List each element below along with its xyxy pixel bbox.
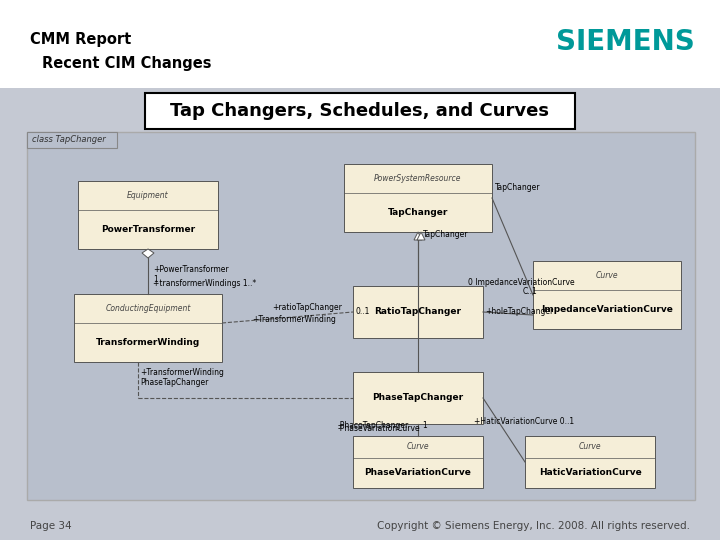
Text: Tap Changers, Schedules, and Curves: Tap Changers, Schedules, and Curves (171, 102, 549, 120)
Text: TapChanger: TapChanger (423, 230, 469, 239)
Text: 0 ImpedanceVariationCurve: 0 ImpedanceVariationCurve (468, 278, 575, 287)
Text: PhaseTapChanger: PhaseTapChanger (140, 378, 208, 387)
Text: +TransformerWinding: +TransformerWinding (140, 368, 224, 377)
Text: +ratioTapChanger: +ratioTapChanger (272, 302, 343, 312)
Text: HaticVariationCurve: HaticVariationCurve (539, 468, 642, 477)
Text: C..1: C..1 (523, 287, 538, 296)
Text: TapChanger: TapChanger (388, 208, 448, 217)
Bar (74, 294, 222, 362)
Text: Recent CIM Changes: Recent CIM Changes (42, 56, 212, 71)
Text: Curve: Curve (407, 442, 429, 451)
Bar (353, 436, 483, 488)
Text: -PhaseVariationCurve: -PhaseVariationCurve (338, 424, 420, 433)
Bar (0, 0, 720, 88)
Text: RatioTapChanger: RatioTapChanger (374, 307, 462, 316)
Text: ImpedanceVariationCurve: ImpedanceVariationCurve (541, 305, 673, 314)
Text: Equipment: Equipment (127, 191, 168, 200)
Text: PowerTransformer: PowerTransformer (101, 225, 195, 234)
Bar (27, 132, 695, 500)
Text: PhaseVariationCurve: PhaseVariationCurve (364, 468, 472, 477)
Bar (344, 164, 492, 232)
Text: +transformerWindings 1..*: +transformerWindings 1..* (153, 279, 256, 288)
Text: CMM Report: CMM Report (30, 32, 131, 47)
Text: 1: 1 (153, 274, 158, 284)
FancyBboxPatch shape (27, 132, 117, 148)
Text: +holeTapChanger: +holeTapChanger (485, 307, 553, 316)
Text: +HaticVariationCurve 0..1: +HaticVariationCurve 0..1 (474, 417, 574, 426)
Text: 0..1: 0..1 (355, 307, 369, 316)
Polygon shape (142, 249, 154, 258)
Text: Page 34: Page 34 (30, 521, 71, 531)
Text: PhaseTapChanger: PhaseTapChanger (372, 394, 464, 402)
Bar (78, 181, 218, 249)
Text: 1: 1 (422, 421, 427, 430)
Text: TapChanger: TapChanger (495, 183, 541, 192)
Bar (145, 93, 575, 129)
Polygon shape (417, 232, 425, 240)
Bar (525, 436, 655, 488)
Text: TransformerWinding: TransformerWinding (96, 338, 200, 347)
Text: +PowerTransformer: +PowerTransformer (153, 265, 229, 273)
Bar (533, 261, 681, 329)
Polygon shape (414, 232, 422, 240)
Text: Copyright © Siemens Energy, Inc. 2008. All rights reserved.: Copyright © Siemens Energy, Inc. 2008. A… (377, 521, 690, 531)
Text: Curve: Curve (579, 442, 601, 451)
Text: +TransformerWinding: +TransformerWinding (253, 314, 336, 323)
Text: -PhacoTapChanger: -PhacoTapChanger (338, 421, 409, 430)
Text: SIEMENS: SIEMENS (557, 28, 695, 56)
Bar (353, 286, 483, 338)
Text: ConductingEquipment: ConductingEquipment (105, 304, 191, 313)
Text: PowerSystemResource: PowerSystemResource (374, 174, 462, 183)
Text: class TapChanger: class TapChanger (32, 136, 106, 145)
Text: Curve: Curve (595, 271, 618, 280)
Bar (353, 372, 483, 424)
